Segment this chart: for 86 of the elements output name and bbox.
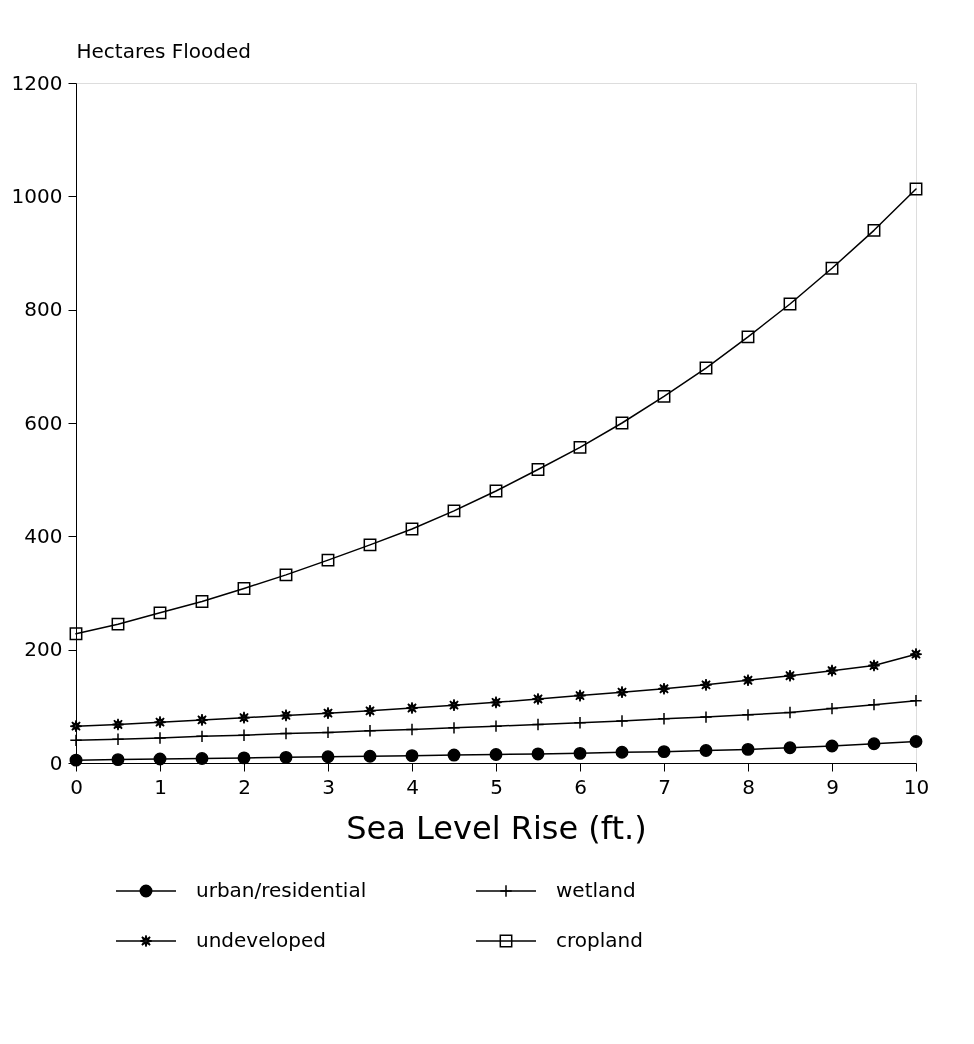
point	[153, 752, 167, 766]
y-tick-label: 800	[24, 297, 63, 322]
point	[699, 744, 713, 757]
point	[153, 715, 167, 729]
x-tick-label: 3	[322, 774, 335, 799]
point	[573, 746, 587, 760]
y-tick-label: 1200	[11, 70, 63, 95]
point	[825, 739, 839, 753]
point	[825, 664, 839, 678]
point	[405, 522, 419, 536]
point	[783, 669, 797, 683]
point	[279, 708, 293, 722]
point	[363, 538, 377, 552]
y-tick-label: 600	[24, 410, 63, 435]
point	[111, 753, 125, 767]
x-tick-label: 1	[154, 774, 167, 799]
x-tick-label: 6	[574, 774, 587, 799]
point	[237, 711, 251, 725]
point	[195, 713, 209, 727]
point	[783, 741, 797, 755]
point	[909, 182, 923, 196]
point	[531, 463, 545, 476]
point	[447, 504, 461, 518]
point	[321, 553, 335, 567]
point	[531, 692, 545, 706]
point	[573, 440, 587, 454]
point	[699, 361, 713, 375]
point	[489, 695, 503, 709]
point	[615, 745, 629, 759]
point	[237, 582, 251, 595]
point	[867, 659, 881, 672]
y-tick-label: 0	[49, 750, 63, 775]
point	[363, 749, 377, 763]
point	[783, 297, 797, 311]
point	[153, 606, 167, 620]
point	[867, 737, 881, 751]
point	[405, 701, 419, 715]
point	[615, 416, 629, 430]
y-axis-title: Hectares Flooded	[76, 38, 252, 63]
point	[741, 330, 755, 344]
point	[741, 742, 755, 756]
x-tick-label: 9	[826, 774, 839, 799]
point	[615, 685, 629, 699]
point	[69, 627, 83, 641]
x-tick-label: 10	[903, 774, 930, 799]
x-tick-label: 4	[406, 774, 419, 799]
x-axis-title: Sea Level Rise (ft.)	[346, 808, 647, 847]
point	[279, 750, 293, 764]
point	[909, 647, 923, 661]
point	[195, 752, 209, 765]
point	[69, 719, 83, 733]
point	[111, 617, 125, 631]
point	[909, 735, 923, 748]
y-tick-label: 200	[24, 637, 63, 662]
point	[111, 718, 125, 731]
point	[321, 750, 335, 764]
point	[363, 704, 377, 718]
point	[825, 261, 839, 275]
x-tick-label: 2	[238, 774, 251, 799]
y-tick-label: 400	[24, 523, 63, 548]
point	[867, 223, 881, 237]
point	[531, 747, 545, 761]
point	[657, 682, 671, 696]
point	[657, 745, 671, 759]
point	[699, 678, 713, 692]
point	[279, 568, 293, 582]
point	[489, 484, 503, 498]
x-tick-label: 0	[70, 774, 83, 799]
x-tick-label: 5	[490, 774, 503, 799]
point	[657, 389, 671, 403]
point	[447, 698, 461, 712]
point	[405, 749, 419, 763]
x-tick-label: 7	[658, 774, 671, 799]
legend-label: urban/residential	[196, 878, 367, 902]
legend-label: cropland	[556, 928, 643, 952]
point	[489, 748, 503, 761]
x-tick-label: 8	[742, 774, 755, 799]
point	[321, 706, 335, 720]
point	[195, 595, 209, 608]
legend-label: undeveloped	[196, 928, 326, 952]
point	[741, 673, 755, 687]
point	[573, 689, 587, 703]
legend-label: wetland	[556, 878, 636, 902]
point	[237, 751, 251, 765]
y-tick-label: 1000	[11, 183, 63, 208]
point	[447, 748, 461, 762]
